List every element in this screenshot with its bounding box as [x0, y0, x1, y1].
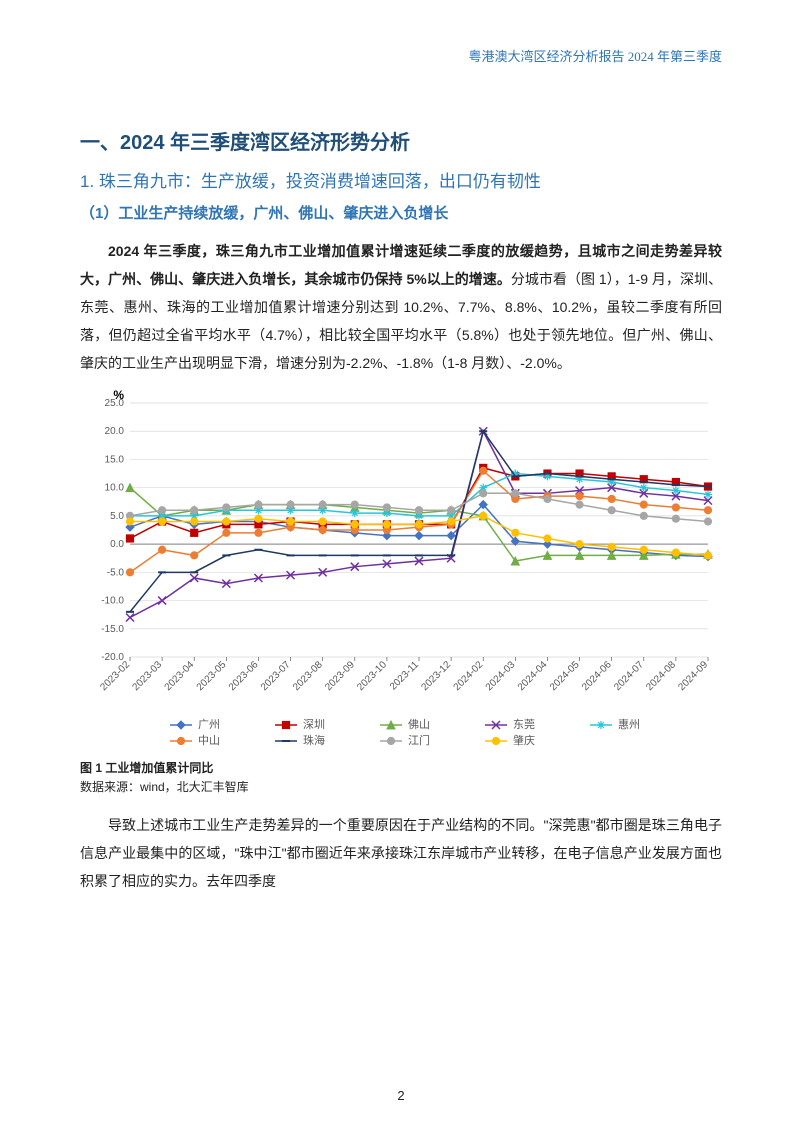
svg-text:2023-07: 2023-07 [259, 659, 293, 693]
svg-text:江门: 江门 [408, 733, 430, 747]
svg-text:-15.0: -15.0 [101, 624, 124, 635]
svg-text:2023-06: 2023-06 [227, 659, 261, 693]
svg-text:2024-02: 2024-02 [452, 659, 486, 693]
svg-text:东莞: 东莞 [513, 718, 535, 731]
document-page: 粤港澳大湾区经济分析报告 2024 年第三季度 一、2024 年三季度湾区经济形… [0, 0, 802, 1133]
figure-source: 数据来源：wind，北大汇丰智库 [80, 780, 249, 794]
figure-label: 图 1 工业增加值累计同比 [80, 761, 213, 775]
svg-text:2023-10: 2023-10 [355, 659, 389, 693]
figure-caption: 图 1 工业增加值累计同比 数据来源：wind，北大汇丰智库 [80, 759, 722, 797]
paragraph-2: 导致上述城市工业生产走势差异的一个重要原因在于产业结构的不同。"深莞惠"都市圈是… [80, 811, 722, 895]
page-number: 2 [0, 1088, 802, 1103]
header-report-title: 粤港澳大湾区经济分析报告 2024 年第三季度 [468, 46, 722, 65]
svg-text:2024-07: 2024-07 [612, 659, 646, 693]
svg-text:20.0: 20.0 [105, 426, 125, 437]
svg-text:25.0: 25.0 [105, 398, 125, 409]
svg-text:5.0: 5.0 [110, 511, 124, 522]
svg-text:中山: 中山 [198, 734, 220, 747]
svg-text:-5.0: -5.0 [107, 567, 125, 578]
svg-text:2023-12: 2023-12 [420, 659, 454, 693]
svg-text:0.0: 0.0 [110, 539, 124, 550]
heading-level-2: 1. 珠三角九市：生产放缓，投资消费增速回落，出口仍有韧性 [80, 167, 722, 192]
line-chart-svg: %-20.0-15.0-10.0-5.00.05.010.015.020.025… [80, 385, 720, 755]
svg-text:2024-05: 2024-05 [548, 659, 582, 693]
heading-level-3: （1）工业生产持续放缓，广州、佛山、肇庆进入负增长 [80, 202, 722, 223]
svg-text:2023-11: 2023-11 [388, 659, 422, 693]
heading-level-1: 一、2024 年三季度湾区经济形势分析 [80, 126, 722, 155]
svg-text:15.0: 15.0 [105, 454, 125, 465]
svg-text:肇庆: 肇庆 [513, 733, 535, 747]
svg-text:2024-03: 2024-03 [484, 659, 518, 693]
chart-industrial-growth: %-20.0-15.0-10.0-5.00.05.010.015.020.025… [80, 385, 720, 755]
svg-text:深圳: 深圳 [303, 718, 325, 731]
svg-text:-10.0: -10.0 [101, 596, 124, 607]
svg-text:佛山: 佛山 [408, 718, 430, 731]
svg-text:2023-03: 2023-03 [131, 659, 165, 693]
svg-text:2023-04: 2023-04 [163, 659, 197, 693]
svg-text:10.0: 10.0 [105, 483, 125, 494]
svg-text:2024-09: 2024-09 [676, 659, 710, 693]
paragraph-1: 2024 年三季度，珠三角九市工业增加值累计增速延续二季度的放缓趋势，且城市之间… [80, 237, 722, 377]
svg-text:2023-08: 2023-08 [291, 659, 325, 693]
svg-text:珠海: 珠海 [303, 733, 325, 747]
svg-text:2024-08: 2024-08 [644, 659, 678, 693]
svg-text:2024-04: 2024-04 [516, 659, 550, 693]
svg-text:2024-06: 2024-06 [580, 659, 614, 693]
svg-text:2023-05: 2023-05 [195, 659, 229, 693]
svg-text:广州: 广州 [198, 718, 220, 731]
svg-text:惠州: 惠州 [618, 717, 640, 731]
svg-text:2023-02: 2023-02 [98, 659, 132, 693]
svg-text:2023-09: 2023-09 [323, 659, 357, 693]
